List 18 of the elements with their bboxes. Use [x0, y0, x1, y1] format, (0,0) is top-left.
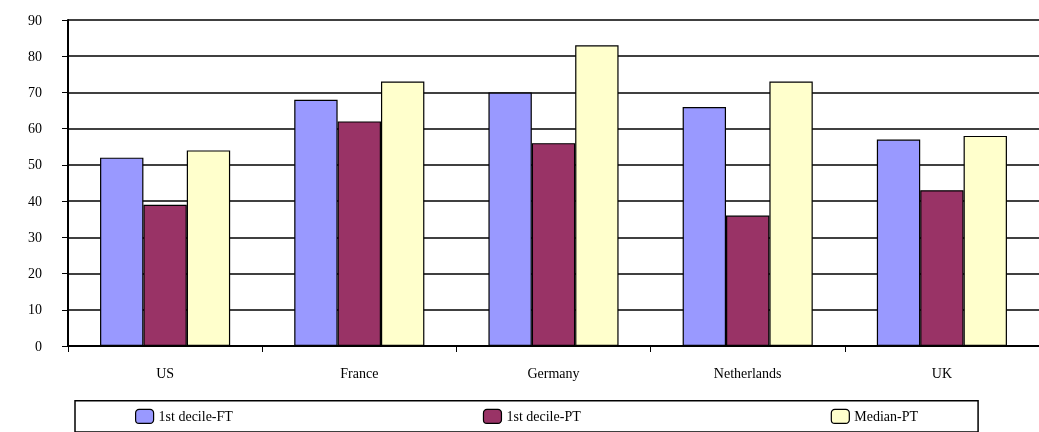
legend-label: 1st decile-PT [506, 408, 582, 424]
y-tick-label: 10 [28, 302, 42, 318]
y-tick-label: 50 [28, 157, 42, 173]
y-tick-label: 60 [28, 121, 42, 137]
x-tick-label: UK [931, 365, 953, 381]
legend-label: 1st decile-FT [158, 408, 234, 424]
y-tick-label: 40 [28, 193, 42, 209]
y-tick-label: 80 [28, 48, 42, 64]
y-tick-label: 70 [28, 84, 42, 100]
x-tick-label: France [340, 365, 379, 381]
x-tick-label: US [156, 365, 175, 381]
legend-label: Median-PT [854, 408, 919, 424]
y-tick-label: 90 [28, 12, 42, 28]
x-tick-label: Netherlands [713, 365, 782, 381]
y-tick-label: 0 [35, 338, 42, 354]
y-tick-label: 30 [28, 229, 42, 245]
x-tick-label: Germany [527, 365, 580, 381]
y-tick-label: 20 [28, 266, 42, 282]
